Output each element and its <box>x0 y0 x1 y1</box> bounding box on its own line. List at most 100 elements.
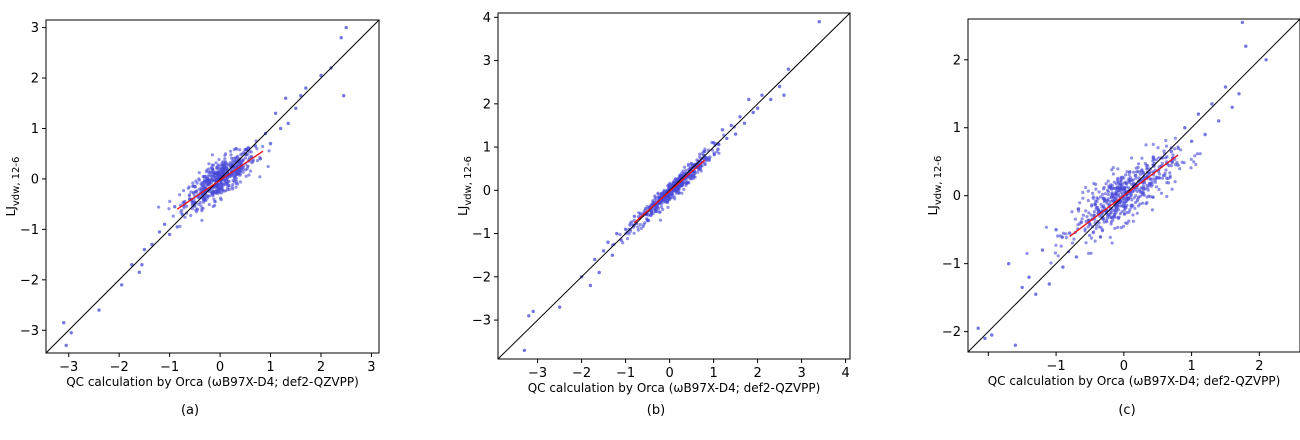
data-point <box>185 204 189 208</box>
data-point <box>1090 204 1094 208</box>
data-point <box>522 348 527 353</box>
fit-line <box>633 159 706 224</box>
data-point <box>1074 255 1079 259</box>
data-point <box>200 218 204 222</box>
data-point <box>712 153 716 157</box>
data-point <box>1189 157 1193 161</box>
data-point <box>1144 143 1148 147</box>
x-axis-label: QC calculation by Orca (ωB97X-D4; def2-Q… <box>528 381 821 395</box>
data-point <box>150 242 154 247</box>
data-point <box>1244 44 1248 48</box>
data-point <box>229 164 233 168</box>
x-tick-label: 0 <box>216 360 224 375</box>
data-point <box>226 188 230 192</box>
data-point <box>1106 179 1110 183</box>
data-point <box>1115 203 1119 207</box>
data-point <box>1131 213 1135 217</box>
data-point <box>527 314 531 318</box>
data-point <box>1131 219 1136 223</box>
data-point <box>1096 205 1100 210</box>
data-point <box>1136 197 1140 201</box>
data-point <box>672 179 676 183</box>
data-point <box>682 165 687 169</box>
data-point <box>656 191 660 195</box>
data-point <box>258 157 263 161</box>
data-point <box>294 106 298 111</box>
data-point <box>245 167 249 171</box>
data-point <box>1079 220 1083 224</box>
data-point <box>229 149 233 153</box>
data-point <box>213 171 217 176</box>
data-point <box>231 183 235 187</box>
data-point <box>1084 219 1088 224</box>
data-point <box>213 190 218 194</box>
data-point <box>1116 216 1121 221</box>
data-point <box>278 126 283 131</box>
data-point <box>1138 188 1142 192</box>
data-point <box>246 164 250 168</box>
data-point <box>1100 229 1105 233</box>
x-tick-label: −3 <box>59 360 78 375</box>
data-point <box>1092 210 1096 214</box>
data-point <box>1128 170 1132 174</box>
data-point <box>653 197 657 201</box>
x-axis-label: QC calculation by Orca (ωB97X-D4; def2-Q… <box>988 374 1281 388</box>
x-tick-label: 0 <box>1120 359 1128 374</box>
data-point <box>199 204 203 208</box>
y-axis-label-sub: vdw, 12-6 <box>933 156 944 206</box>
data-point <box>691 174 695 178</box>
data-point <box>703 162 707 167</box>
data-point <box>195 181 199 185</box>
data-point <box>1165 194 1169 199</box>
data-point <box>1084 209 1088 213</box>
data-point <box>235 182 240 186</box>
data-point <box>183 215 187 219</box>
data-point <box>1196 112 1201 116</box>
y-tick-label: 0 <box>483 184 491 199</box>
data-point <box>1040 248 1045 252</box>
axes-frame <box>967 18 1300 353</box>
data-point <box>1134 176 1138 180</box>
data-point <box>628 223 632 227</box>
data-point <box>1067 250 1071 254</box>
data-point <box>1157 187 1161 191</box>
fit-line <box>176 150 264 210</box>
data-point <box>171 214 175 218</box>
data-point <box>673 197 677 201</box>
data-point <box>715 150 719 154</box>
data-point <box>1136 204 1140 208</box>
data-point <box>205 179 209 183</box>
data-point <box>1076 223 1080 227</box>
data-point <box>1112 180 1116 184</box>
data-point <box>226 185 230 189</box>
data-point <box>1099 202 1103 206</box>
data-point <box>266 164 270 169</box>
data-point <box>1264 58 1268 62</box>
data-point <box>1141 172 1145 176</box>
data-point <box>1108 212 1112 216</box>
data-point <box>1127 173 1131 177</box>
data-point <box>1083 229 1087 233</box>
data-point <box>668 181 672 185</box>
data-point <box>140 263 144 267</box>
data-point <box>212 179 216 183</box>
data-point <box>1176 146 1180 151</box>
data-point <box>1132 170 1136 174</box>
axes-frame <box>497 12 851 360</box>
data-point <box>231 159 235 163</box>
data-point <box>220 166 224 171</box>
data-point <box>742 121 747 126</box>
data-point <box>142 247 147 252</box>
data-point <box>1175 160 1179 165</box>
panel-label: (b) <box>647 403 665 418</box>
data-point <box>1110 168 1114 172</box>
panel-label: (a) <box>181 403 199 418</box>
data-point <box>1070 210 1074 214</box>
data-point <box>251 159 255 164</box>
data-point <box>1064 232 1068 236</box>
y-tick-label: 4 <box>483 11 491 26</box>
data-point <box>213 199 217 204</box>
data-point <box>244 148 249 152</box>
data-point <box>661 207 665 212</box>
